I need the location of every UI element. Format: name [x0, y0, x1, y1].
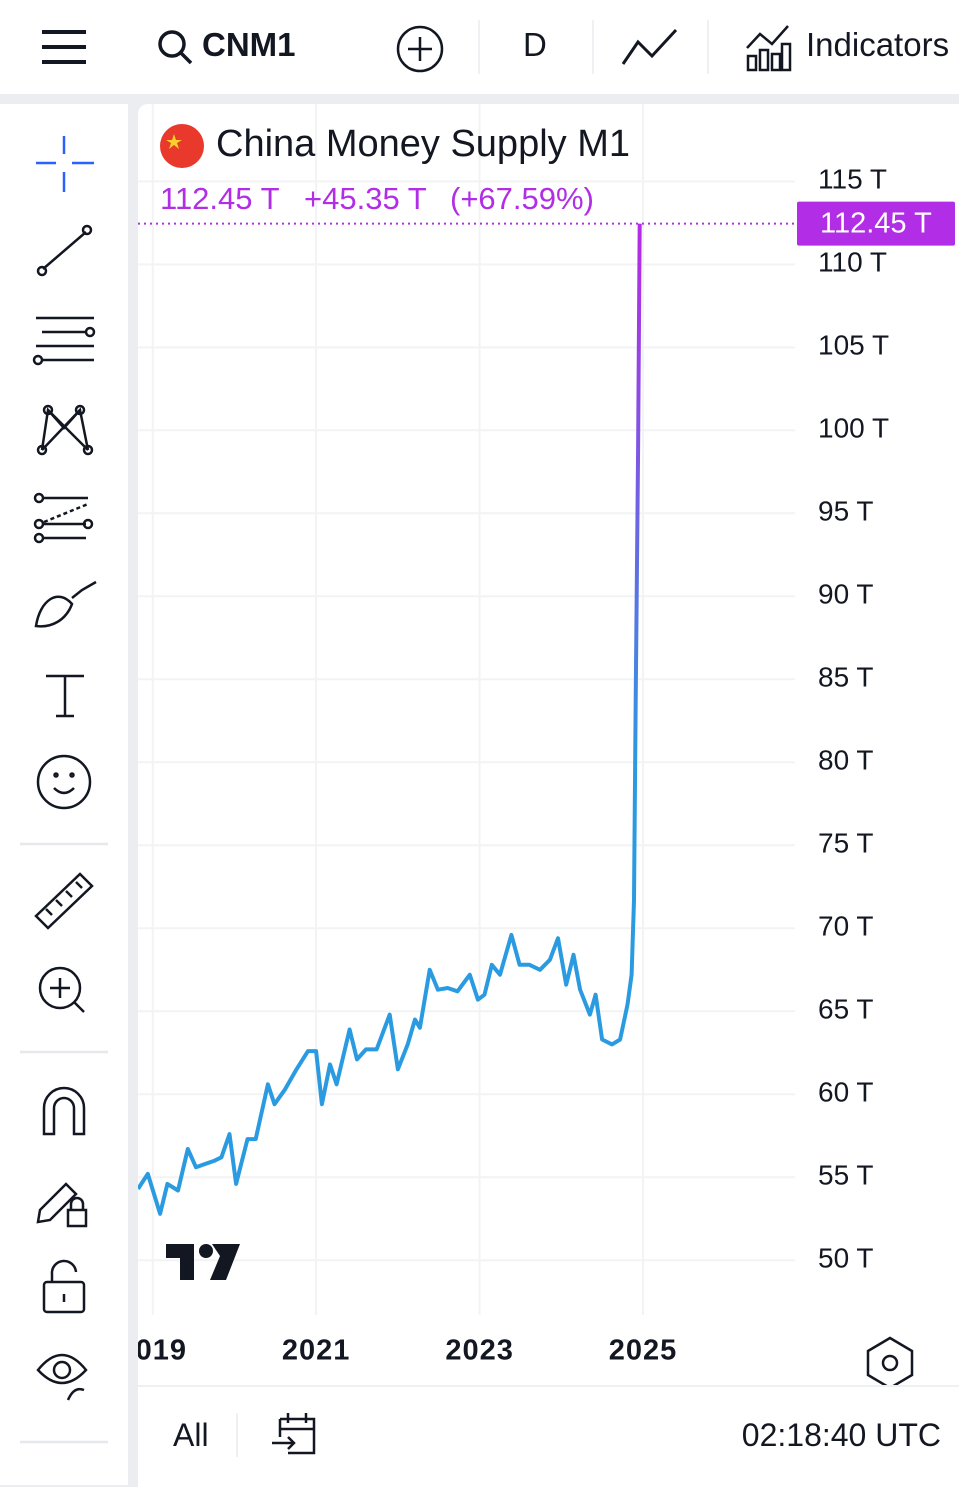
lock-drawings-tool[interactable]: [36, 1182, 88, 1228]
hide-tool[interactable]: [36, 1353, 88, 1401]
zoom-tool[interactable]: [38, 966, 85, 1013]
y-tick-label: 105 T: [818, 330, 889, 361]
trend-line-tool[interactable]: [36, 224, 93, 277]
forecast-tool[interactable]: [33, 492, 94, 544]
interval[interactable]: D: [523, 26, 547, 63]
x-tick-label: 2021: [282, 1335, 351, 1367]
y-tick-label: 110 T: [818, 247, 887, 278]
last-value-box: [797, 201, 955, 246]
menu-icon[interactable]: [40, 28, 88, 68]
chart-title: China Money Supply M1: [216, 123, 630, 165]
magnet-tool[interactable]: [42, 1086, 86, 1136]
separator: [707, 20, 709, 74]
clock: 02:18:40 UTC: [741, 1417, 941, 1453]
settings-icon[interactable]: [866, 1336, 914, 1385]
goto-date-icon[interactable]: [270, 1409, 320, 1459]
brush-tool[interactable]: [34, 580, 97, 628]
plot: [138, 222, 795, 1216]
legend-change: +45.35 T: [304, 181, 427, 216]
separator: [478, 20, 480, 74]
y-tick-label: 100 T: [818, 413, 889, 444]
lock-tool[interactable]: [42, 1259, 86, 1314]
range-all[interactable]: All: [173, 1417, 209, 1453]
y-tick-label: 70 T: [818, 911, 874, 942]
y-tick-label: 80 T: [818, 745, 874, 776]
crosshair-tool[interactable]: [36, 136, 94, 192]
drawing-toolbar: [0, 104, 128, 1485]
separator: [592, 20, 594, 74]
chart: China Money Supply M1 112.45 T +45.35 T …: [138, 104, 955, 1385]
y-tick-label: 55 T: [818, 1160, 874, 1191]
add-symbol-icon[interactable]: [395, 24, 445, 74]
emoji-tool[interactable]: [36, 754, 92, 810]
ruler-tool[interactable]: [34, 872, 94, 930]
bottom-bar: All 02:18:40 UTC: [138, 1385, 959, 1487]
chart-type-icon[interactable]: [620, 26, 680, 70]
fib-tool[interactable]: [32, 316, 96, 366]
legend-last: 112.45 T: [160, 181, 280, 216]
last-value-label: 112.45 T: [820, 207, 932, 239]
x-tick-label: 2023: [445, 1335, 514, 1367]
tradingview-logo: [166, 1244, 240, 1280]
series-line: [138, 223, 642, 1216]
y-tick-label: 60 T: [818, 1077, 874, 1108]
chart-panel: China Money Supply M1 112.45 T +45.35 T …: [138, 104, 959, 1485]
indicators[interactable]: Indicators: [806, 26, 950, 63]
y-tick-label: 115 T: [818, 164, 887, 195]
symbol[interactable]: CNM1: [202, 26, 296, 63]
pattern-tool[interactable]: [36, 404, 94, 456]
y-tick-label: 85 T: [818, 662, 874, 693]
grid: [138, 104, 795, 1315]
y-tick-label: 50 T: [818, 1243, 874, 1274]
tool-icons: [20, 136, 108, 1444]
y-tick-label: 75 T: [818, 828, 874, 859]
indicators-icon[interactable]: [744, 22, 792, 72]
text-tool[interactable]: [46, 674, 84, 718]
y-tick-label: 65 T: [818, 994, 874, 1025]
separator: [236, 1413, 238, 1457]
y-tick-label: 90 T: [818, 579, 874, 610]
search-icon[interactable]: [156, 28, 196, 68]
x-tick-label: 2025: [609, 1335, 678, 1367]
x-tick-label: 2019: [138, 1335, 187, 1367]
china-flag: [160, 124, 204, 168]
y-tick-label: 95 T: [818, 496, 874, 527]
top-toolbar: CNM1 D Indicators: [0, 0, 959, 94]
legend-change-percent: (+67.59%): [450, 181, 594, 216]
